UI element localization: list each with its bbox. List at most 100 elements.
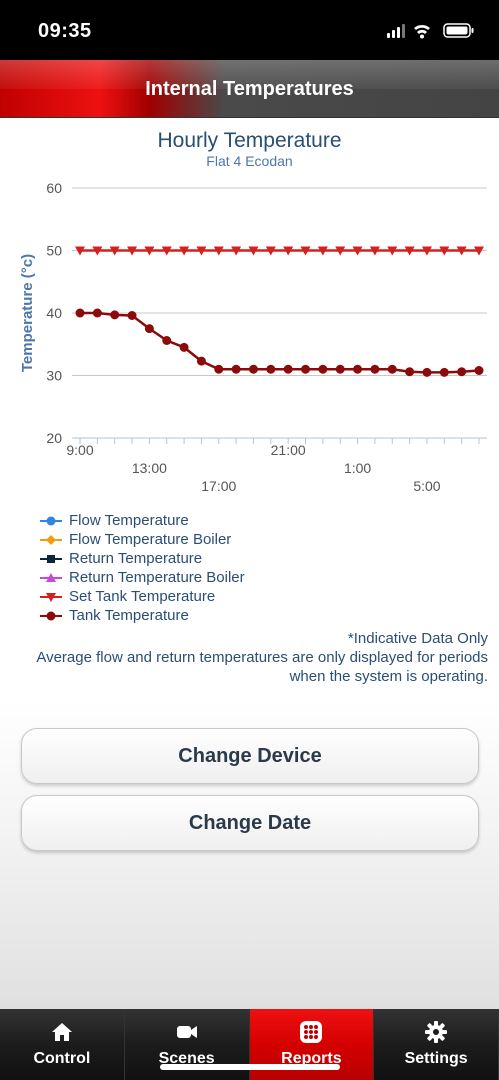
data-point	[301, 364, 311, 374]
data-point	[318, 364, 328, 374]
legend-item[interactable]: Tank Temperature	[40, 606, 245, 625]
data-point	[196, 246, 207, 256]
data-point	[283, 246, 294, 256]
data-point	[335, 246, 346, 256]
data-point	[179, 342, 189, 352]
signal-icon	[387, 24, 405, 38]
legend-marker-icon	[40, 554, 62, 563]
data-point	[92, 246, 103, 256]
legend-item[interactable]: Return Temperature Boiler	[40, 568, 245, 587]
legend-marker-icon	[40, 516, 62, 525]
legend-label: Set Tank Temperature	[69, 588, 216, 605]
legend-item[interactable]: Return Temperature	[40, 549, 245, 568]
data-point	[283, 364, 293, 374]
change-device-button[interactable]: Change Device	[21, 728, 479, 784]
tab-control[interactable]: Control	[0, 1009, 125, 1080]
data-point	[75, 308, 85, 318]
legend-label: Flow Temperature Boiler	[69, 531, 232, 548]
tab-label: Reports	[281, 1050, 342, 1067]
legend-label: Return Temperature Boiler	[69, 569, 245, 586]
page-title: Internal Temperatures	[145, 78, 354, 100]
data-point	[161, 246, 172, 256]
data-point	[352, 246, 363, 256]
data-point	[335, 364, 345, 374]
data-point	[196, 356, 206, 366]
data-point	[265, 246, 276, 256]
legend-marker-icon	[40, 572, 62, 582]
x-tick-label: 13:00	[132, 460, 167, 476]
change-date-button[interactable]: Change Date	[21, 795, 479, 851]
legend-marker-icon	[40, 592, 62, 602]
data-point	[456, 246, 467, 256]
battery-icon	[443, 23, 474, 38]
data-point	[75, 246, 85, 256]
data-point	[474, 366, 484, 375]
data-point	[370, 364, 380, 374]
y-tick-label: 50	[46, 243, 62, 259]
series-line	[80, 311, 480, 374]
data-point	[405, 367, 415, 377]
data-point	[439, 367, 449, 377]
video-camera-icon	[176, 1026, 197, 1038]
y-tick-label: 30	[46, 368, 62, 384]
legend-marker-icon	[40, 534, 62, 545]
data-point	[127, 311, 137, 320]
gear-icon	[425, 1021, 448, 1043]
data-point	[231, 246, 242, 256]
tab-label: Scenes	[158, 1050, 215, 1067]
data-point	[266, 364, 276, 374]
header-bar: Internal Temperatures	[0, 60, 499, 118]
x-tick-label: 5:00	[413, 478, 440, 494]
x-tick-label: 21:00	[271, 442, 306, 458]
legend-label: Tank Temperature	[69, 607, 189, 624]
chart-legend: Flow Temperature Flow Temperature Boiler…	[40, 511, 245, 625]
data-point	[179, 246, 190, 256]
data-point	[110, 310, 120, 320]
data-point	[144, 246, 155, 256]
data-point	[317, 246, 328, 256]
y-axis-label: Temperature (°c)	[19, 254, 36, 372]
indicative-note: *Indicative Data Only	[347, 630, 488, 647]
chart-notes: *Indicative Data Only Average flow and r…	[8, 629, 488, 686]
temperature-chart: Hourly Temperature Flat 4 Ecodan 20 30 40 5…	[0, 118, 499, 518]
data-point	[109, 246, 120, 256]
data-point	[300, 246, 311, 256]
data-point	[248, 364, 258, 374]
tab-label: Control	[33, 1050, 91, 1067]
legend-item[interactable]: Flow Temperature Boiler	[40, 530, 245, 549]
data-point	[422, 367, 432, 377]
data-point	[248, 246, 259, 256]
legend-label: Return Temperature	[69, 550, 203, 567]
legend-item[interactable]: Set Tank Temperature	[40, 587, 245, 606]
data-point	[92, 308, 102, 318]
status-bar: 09:35	[0, 0, 499, 60]
data-point	[439, 246, 450, 256]
data-point	[127, 246, 138, 256]
legend-marker-icon	[40, 611, 62, 620]
tab-settings[interactable]: Settings	[374, 1009, 499, 1080]
home-indicator	[160, 1064, 340, 1070]
wifi-icon	[414, 24, 430, 39]
data-point	[369, 246, 380, 256]
data-point	[353, 364, 363, 374]
data-point	[457, 367, 467, 377]
data-point	[387, 364, 397, 374]
data-point	[213, 246, 224, 256]
data-point	[474, 246, 484, 256]
data-point	[387, 246, 398, 256]
home-icon	[51, 1023, 72, 1041]
y-tick-label: 40	[46, 305, 62, 321]
tab-label: Settings	[404, 1050, 468, 1067]
data-point	[144, 324, 154, 334]
legend-label: Flow Temperature	[69, 512, 189, 529]
legend-item[interactable]: Flow Temperature	[40, 511, 245, 530]
y-tick-label: 60	[46, 180, 62, 196]
chart-plot: 20 30 40 50 60 9:00 13:00 17:00 21:00 1:00 5:00 Tem…	[19, 180, 487, 494]
data-point	[214, 364, 224, 374]
x-tick-label: 9:00	[66, 442, 93, 458]
grid-icon	[300, 1021, 323, 1043]
status-time: 09:35	[38, 20, 92, 42]
data-point	[404, 246, 415, 256]
operating-note: Average flow and return temperatures are…	[36, 649, 488, 685]
data-point	[421, 246, 432, 256]
